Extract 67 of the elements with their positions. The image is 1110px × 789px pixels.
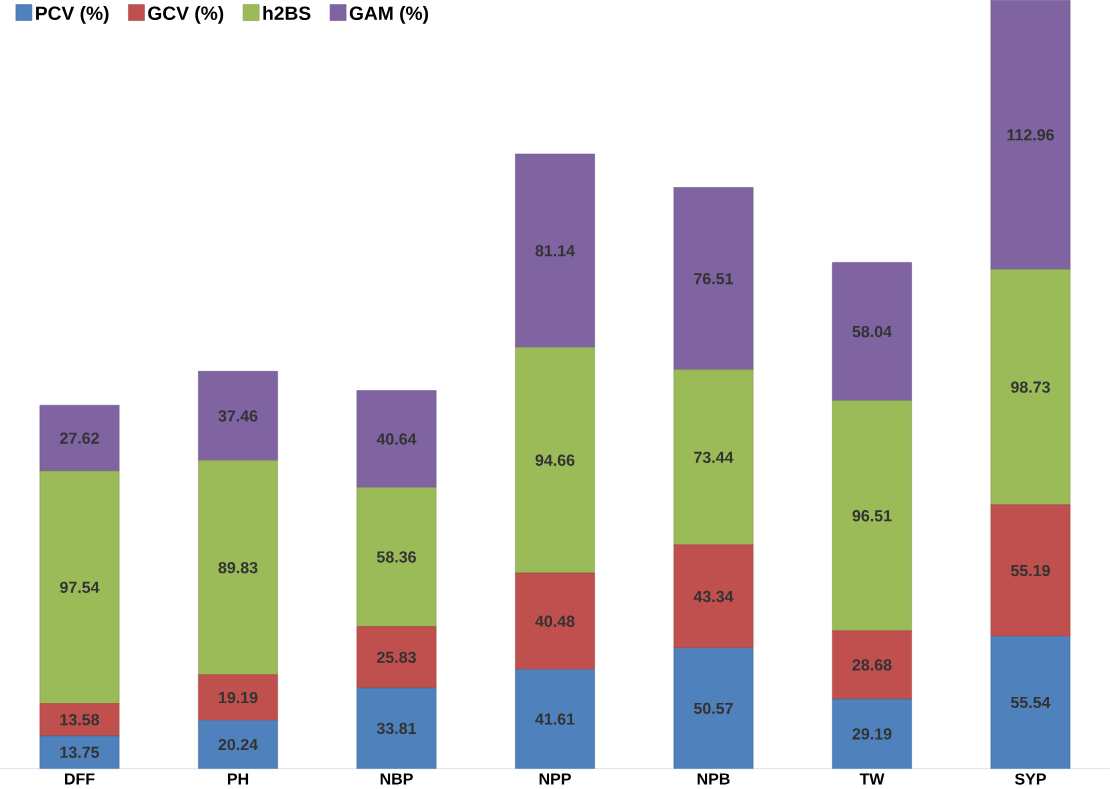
data-label: 40.48 — [535, 615, 575, 627]
data-label: 73.44 — [694, 451, 734, 463]
bar — [515, 347, 595, 574]
data-label: 28.68 — [852, 659, 892, 671]
data-label: 81.14 — [535, 245, 575, 257]
bar — [198, 460, 278, 675]
bar — [990, 504, 1071, 637]
data-label: 58.36 — [376, 551, 416, 563]
bar — [356, 390, 437, 488]
bar — [39, 404, 120, 472]
x-tick-label: SYP — [1014, 773, 1046, 785]
bar — [515, 669, 595, 769]
bar — [673, 647, 754, 769]
data-label: 20.24 — [218, 738, 258, 751]
data-label: 96.51 — [852, 510, 892, 522]
data-label: 76.51 — [694, 272, 734, 285]
bar — [990, 0, 1071, 270]
bar — [39, 703, 120, 737]
data-label: 29.19 — [852, 728, 892, 740]
bar — [356, 487, 437, 627]
bar — [673, 187, 754, 371]
bar — [356, 687, 437, 769]
bar — [832, 262, 912, 401]
bar — [198, 720, 278, 769]
bar — [673, 369, 754, 546]
data-label: 55.19 — [1010, 564, 1050, 577]
data-label: 98.73 — [1011, 381, 1050, 393]
data-label: 41.61 — [535, 713, 575, 725]
x-tick-label: TW — [859, 773, 885, 785]
data-label: 19.19 — [219, 691, 258, 704]
data-label: 112.96 — [1007, 129, 1054, 141]
data-label: 25.83 — [377, 651, 416, 663]
legend-label: h2BS — [263, 5, 311, 20]
legend-label: GAM (%) — [349, 5, 429, 24]
data-label: 50.57 — [693, 702, 733, 714]
bar — [990, 269, 1071, 505]
bar — [990, 635, 1071, 769]
x-tick-label: NBP — [380, 773, 413, 785]
bar — [515, 572, 595, 670]
data-label: 94.66 — [535, 454, 575, 466]
bar — [356, 626, 437, 689]
data-label: 27.62 — [60, 432, 99, 444]
data-label: 13.75 — [60, 746, 100, 758]
bar — [198, 370, 278, 461]
x-tick-label: DFF — [65, 773, 95, 785]
data-label: 97.54 — [60, 581, 100, 593]
bar — [832, 400, 912, 631]
data-label: 40.64 — [376, 433, 417, 445]
data-label: 58.04 — [852, 325, 892, 338]
x-tick-label: NPP — [539, 773, 571, 785]
bar — [832, 698, 912, 769]
legend-label: PCV (%) — [36, 5, 109, 24]
data-label: 37.46 — [218, 410, 258, 422]
bar — [39, 470, 120, 704]
data-label: 13.58 — [60, 713, 100, 726]
bar — [832, 630, 912, 700]
bar — [515, 153, 595, 348]
x-tick-label: PH — [227, 773, 249, 785]
data-label: 55.54 — [1010, 696, 1051, 708]
legend-label: GCV (%) — [148, 5, 224, 24]
data-label: 43.34 — [693, 590, 734, 603]
data-label: 33.81 — [376, 722, 417, 734]
data-label: 89.83 — [218, 561, 258, 574]
x-tick-label: NPB — [697, 773, 730, 785]
bar — [673, 544, 754, 649]
bar — [198, 674, 278, 721]
bar — [39, 735, 120, 769]
